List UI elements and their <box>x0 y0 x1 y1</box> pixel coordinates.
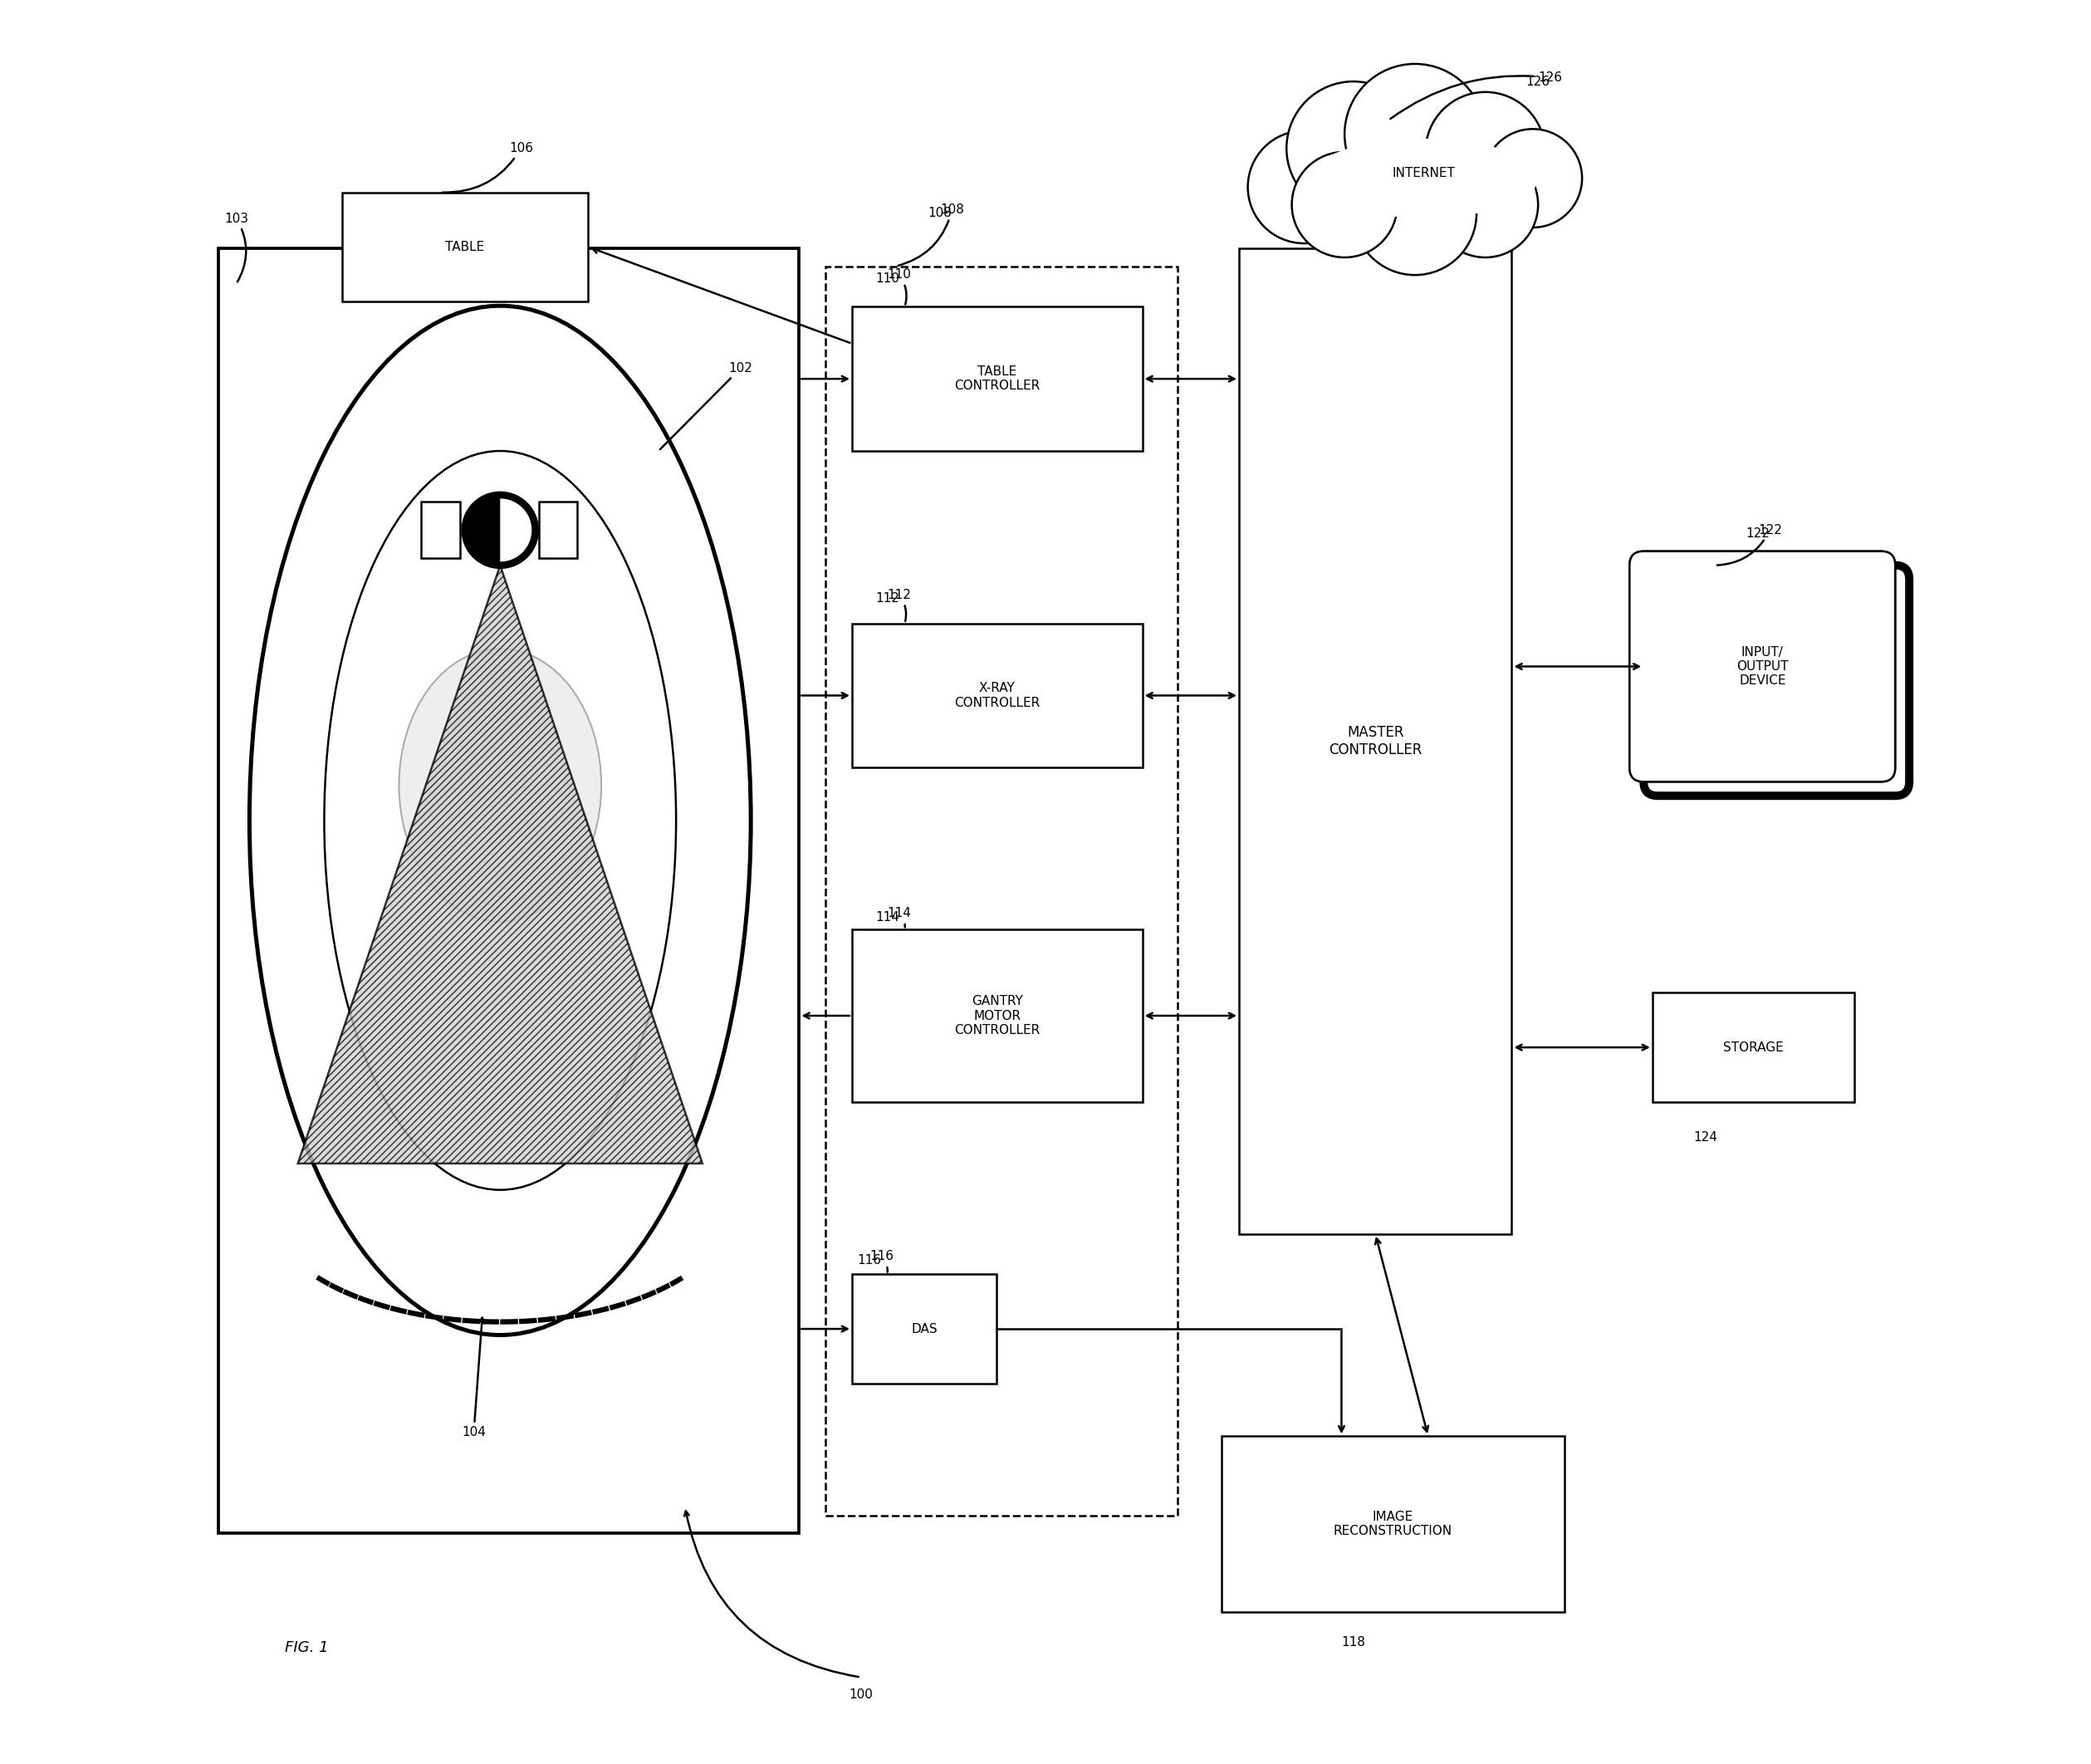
Text: 110: 110 <box>876 272 899 284</box>
Text: 103: 103 <box>224 212 249 282</box>
Bar <box>341 192 588 302</box>
Bar <box>851 623 1142 767</box>
Text: 118: 118 <box>1340 1635 1365 1648</box>
Text: 108: 108 <box>899 203 964 266</box>
Text: 106: 106 <box>443 141 533 192</box>
Text: 120: 120 <box>1386 206 1409 220</box>
Text: GANTRY
MOTOR
CONTROLLER: GANTRY MOTOR CONTROLLER <box>953 995 1039 1037</box>
Text: 114: 114 <box>876 910 899 923</box>
Text: 108: 108 <box>928 206 951 220</box>
Circle shape <box>1432 152 1539 258</box>
Text: X-RAY
CONTROLLER: X-RAY CONTROLLER <box>953 683 1039 709</box>
Text: 126: 126 <box>1391 72 1562 118</box>
Circle shape <box>1286 81 1420 215</box>
Text: 112: 112 <box>876 593 899 605</box>
Bar <box>220 249 799 1533</box>
Text: 114: 114 <box>887 907 912 928</box>
Bar <box>851 930 1142 1102</box>
Text: 116: 116 <box>870 1251 893 1272</box>
Circle shape <box>1345 64 1485 205</box>
Bar <box>1240 249 1512 1233</box>
Circle shape <box>1292 152 1397 258</box>
Text: INTERNET: INTERNET <box>1393 168 1455 180</box>
Bar <box>539 503 577 557</box>
Ellipse shape <box>324 452 675 1191</box>
Bar <box>851 1274 995 1383</box>
Text: MASTER
CONTROLLER: MASTER CONTROLLER <box>1328 725 1422 757</box>
Text: IMAGE
RECONSTRUCTION: IMAGE RECONSTRUCTION <box>1334 1510 1453 1538</box>
Text: 104: 104 <box>462 1318 485 1439</box>
Text: TABLE: TABLE <box>445 240 485 252</box>
Bar <box>1652 993 1855 1102</box>
Text: 112: 112 <box>887 589 912 621</box>
Text: FIG. 1: FIG. 1 <box>284 1641 328 1655</box>
Text: 122: 122 <box>1717 524 1782 564</box>
Text: 102: 102 <box>661 362 753 450</box>
Bar <box>826 266 1177 1515</box>
Ellipse shape <box>399 649 602 921</box>
FancyBboxPatch shape <box>1629 550 1894 781</box>
Text: DAS: DAS <box>912 1323 937 1335</box>
Circle shape <box>1483 129 1583 228</box>
Text: 110: 110 <box>887 268 912 305</box>
Text: STORAGE: STORAGE <box>1723 1041 1784 1053</box>
FancyBboxPatch shape <box>1629 550 1894 781</box>
Ellipse shape <box>249 305 751 1335</box>
Text: INPUT/
OUTPUT
DEVICE: INPUT/ OUTPUT DEVICE <box>1736 646 1788 688</box>
Text: 116: 116 <box>857 1254 882 1267</box>
Circle shape <box>464 496 535 564</box>
Circle shape <box>1426 92 1545 212</box>
Ellipse shape <box>1309 139 1539 217</box>
Text: 126: 126 <box>1526 76 1549 88</box>
Bar <box>1221 1436 1564 1612</box>
Text: 120: 120 <box>1351 203 1422 249</box>
Wedge shape <box>464 496 500 564</box>
Polygon shape <box>297 564 703 1164</box>
Text: 124: 124 <box>1694 1131 1717 1143</box>
Text: 100: 100 <box>849 1688 872 1700</box>
Circle shape <box>1248 131 1361 243</box>
Bar <box>420 503 460 557</box>
Text: 122: 122 <box>1746 527 1769 540</box>
Text: TABLE
CONTROLLER: TABLE CONTROLLER <box>953 365 1039 392</box>
Circle shape <box>1353 152 1476 275</box>
Bar <box>851 307 1142 452</box>
